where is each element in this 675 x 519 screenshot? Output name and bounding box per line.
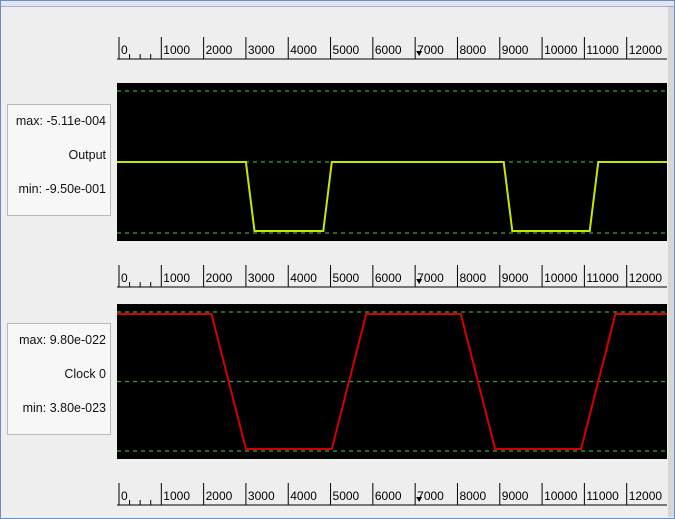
ruler-tick-label: 0 — [121, 489, 128, 503]
ruler-tick-label: 5000 — [333, 271, 360, 285]
ruler-tick-label: 7000 — [417, 489, 444, 503]
clock-waveform-plot[interactable] — [117, 304, 667, 459]
ruler-tick-label: 10000 — [544, 489, 578, 503]
channel-min-label: min: -9.50e-001 — [18, 182, 106, 196]
ruler-tick-label: 11000 — [586, 271, 619, 285]
ruler-tick-label: 1000 — [163, 43, 190, 57]
time-ruler-svg: 0 1000 2000 3000 4000 5000 6000 7000 8000 9000 100… — [117, 483, 667, 506]
ruler-tick-label: 10000 — [544, 271, 578, 285]
ruler-tick-label: 3000 — [248, 271, 275, 285]
ruler-tick-label: 4000 — [290, 271, 317, 285]
ruler-tick-label: 2000 — [206, 489, 233, 503]
channel-max-label: max: -5.11e-004 — [15, 114, 106, 128]
ruler-tick-label: 12000 — [629, 271, 663, 285]
ruler-tick-label: 2000 — [206, 271, 233, 285]
window-top-edge — [1, 1, 674, 7]
ruler-tick-label: 7000 — [417, 43, 444, 57]
output-waveform-svg — [117, 90, 667, 234]
time-ruler-top: 0 1000 2000 3000 4000 5000 6000 7000 8000 9000 100… — [117, 29, 667, 63]
ruler-tick-label: 6000 — [375, 489, 402, 503]
ruler-tick-label: 4000 — [290, 489, 317, 503]
ruler-tick-label: 8000 — [459, 43, 486, 57]
time-ruler-svg: 0 1000 2000 3000 4000 5000 6000 7000 8000 9000 100… — [117, 265, 667, 288]
ruler-tick-label: 4000 — [290, 43, 317, 57]
time-ruler-middle: 0 1000 2000 3000 4000 5000 6000 7000 8000 9000 100… — [117, 257, 667, 291]
right-edge-panel — [668, 7, 674, 517]
ruler-tick-label: 2000 — [206, 43, 233, 57]
channel-label-output: max: -5.11e-004 Output min: -9.50e-001 — [7, 104, 111, 216]
ruler-tick-label: 12000 — [629, 43, 663, 57]
waveform-trace — [117, 313, 667, 450]
time-ruler-bottom: 0 1000 2000 3000 4000 5000 6000 7000 8000 9000 100… — [117, 475, 667, 509]
ruler-tick-label: 6000 — [375, 271, 402, 285]
cursor-marker-icon — [416, 497, 423, 502]
channel-name: Output — [68, 148, 106, 162]
channel-min-label: min: 3.80e-023 — [22, 401, 106, 415]
ruler-tick-label: 1000 — [163, 271, 190, 285]
ruler-tick-label: 11000 — [586, 43, 619, 57]
ruler-tick-label: 7000 — [417, 271, 444, 285]
ruler-tick-label: 6000 — [375, 43, 402, 57]
time-ruler-svg: 0 1000 2000 3000 4000 5000 6000 7000 8000 9000 100… — [117, 37, 667, 60]
ruler-tick-label: 8000 — [459, 271, 486, 285]
ruler-tick-label: 12000 — [629, 489, 663, 503]
ruler-tick-label: 5000 — [333, 43, 360, 57]
ruler-tick-label: 9000 — [502, 271, 529, 285]
waveform-trace — [117, 161, 667, 232]
ruler-tick-label: 5000 — [333, 489, 360, 503]
ruler-tick-label: 3000 — [248, 489, 275, 503]
ruler-tick-label: 9000 — [502, 489, 529, 503]
ruler-tick-label: 8000 — [459, 489, 486, 503]
ruler-tick-label: 1000 — [163, 489, 190, 503]
channel-label-clock: max: 9.80e-022 Clock 0 min: 3.80e-023 — [7, 323, 111, 435]
clock-waveform-svg — [117, 311, 667, 452]
ruler-tick-label: 0 — [121, 43, 128, 57]
cursor-marker-icon — [416, 279, 423, 284]
channel-name: Clock 0 — [64, 367, 106, 381]
ruler-tick-label: 9000 — [502, 43, 529, 57]
channel-max-label: max: 9.80e-022 — [19, 333, 106, 347]
ruler-tick-label: 11000 — [586, 489, 619, 503]
ruler-tick-label: 10000 — [544, 43, 578, 57]
ruler-tick-label: 3000 — [248, 43, 275, 57]
output-waveform-plot[interactable] — [117, 83, 667, 241]
ruler-tick-label: 0 — [121, 271, 128, 285]
cursor-marker-icon — [416, 51, 423, 56]
